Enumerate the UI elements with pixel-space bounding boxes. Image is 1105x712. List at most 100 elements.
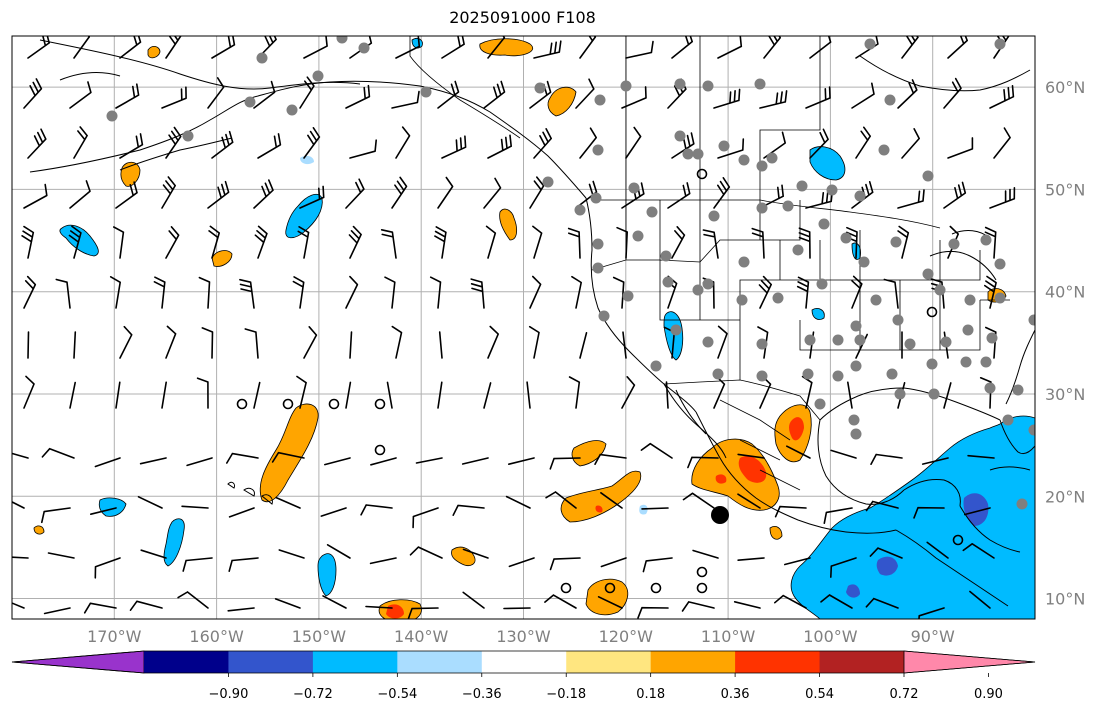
calm-circle [328,398,340,410]
wind-barb [984,275,997,309]
station-dot [858,256,870,268]
wind-barb [177,591,209,609]
wind-barb [969,590,991,609]
wind-barb [254,225,268,259]
wind-barb [137,496,163,509]
wind-barb [349,139,377,159]
station-dot [928,388,940,400]
station-dot [542,176,554,188]
wind-barb [407,607,439,619]
wind-barb [165,226,180,259]
wind-barb [687,456,719,469]
wind-barb [271,451,305,463]
wind-barb [90,507,117,515]
station-dot [650,360,662,372]
wind-barb [967,454,995,459]
wind-barb [73,331,77,359]
wind-barb [391,176,408,209]
station-dot [922,268,934,280]
colorbar-extend-max [903,650,1036,674]
positive-area [547,86,577,117]
station-dot [1028,424,1035,436]
calm-circle [952,534,964,546]
wind-barb [227,607,255,612]
colorbar-segment [819,651,905,673]
wind-barb [809,36,832,59]
wind-barb [303,127,321,159]
latitude-label: 20°N [1045,487,1085,506]
station-dot [980,356,992,368]
wind-barb [73,36,90,59]
wind-barb [27,128,47,159]
station-dot [890,236,902,248]
wind-barb [207,77,225,109]
wind-barb [115,381,121,409]
wind-barb [244,328,259,359]
positive-area [33,525,45,535]
wind-barb [594,453,627,465]
wind-barb [692,549,719,559]
wind-barb [823,507,853,524]
station-dots [106,36,1035,510]
wind-barb [275,496,301,509]
wind-barb [434,226,447,259]
colorbar-segment [228,651,314,673]
station-dot [692,284,704,296]
wind-barb [211,130,234,159]
wind-barb [140,549,167,559]
wind-barb [461,457,489,465]
longitude-label: 140°W [394,627,449,646]
wind-barb [27,36,50,59]
wind-barb [429,276,442,309]
wind-barb [774,505,807,518]
wind-barb [41,507,71,524]
station-dot [594,94,606,106]
station-dot [814,398,826,410]
wind-barb [73,126,88,159]
wind-barb [579,332,588,359]
colorbar-tick-label: 0.54 [805,687,834,702]
station-dot [840,232,852,244]
station-dot [286,104,298,116]
wind-barb [487,134,512,159]
wind-barb [257,36,277,59]
wind-barb [798,227,811,259]
wind-barb [713,177,731,209]
wind-barb [901,128,920,159]
wind-barb [299,185,325,209]
station-dot [620,80,632,92]
colorbar-tick-label: 0.72 [890,687,919,702]
wind-barb [625,40,654,59]
station-dot [940,336,952,348]
wind-barb [119,36,142,59]
wind-barb [665,381,669,409]
wind-barb [23,375,35,409]
colorbar-tick-label: −0.36 [462,687,502,702]
wind-barb [621,182,645,209]
wind-barb [621,86,647,109]
wind-barb [671,36,693,59]
wind-barb [549,457,581,470]
positive-area [147,46,161,59]
wind-barb [774,594,807,609]
wind-barb [528,325,540,359]
wind-barb [83,602,117,614]
calm-circle [696,582,708,594]
wind-barb [544,594,577,609]
wind-barb [12,452,29,459]
longitude-label: 110°W [701,627,756,646]
coastlines [29,39,1035,607]
station-dot [848,414,860,426]
colorbar-tick-label: −0.18 [546,687,586,702]
wind-barb [625,126,642,159]
station-dot [766,152,778,164]
negative-area [790,415,1035,619]
longitude-label: 170°W [87,627,142,646]
wind-barb [717,138,745,159]
station-dot [244,96,256,108]
station-dot [632,230,644,242]
wind-barb [600,557,627,568]
station-dot [904,338,916,350]
colorbar: −0.90 −0.72 −0.54 −0.36 −0.18 0.18 0.36 0.54 0.7… [11,650,1036,702]
wind-barb [532,225,543,259]
